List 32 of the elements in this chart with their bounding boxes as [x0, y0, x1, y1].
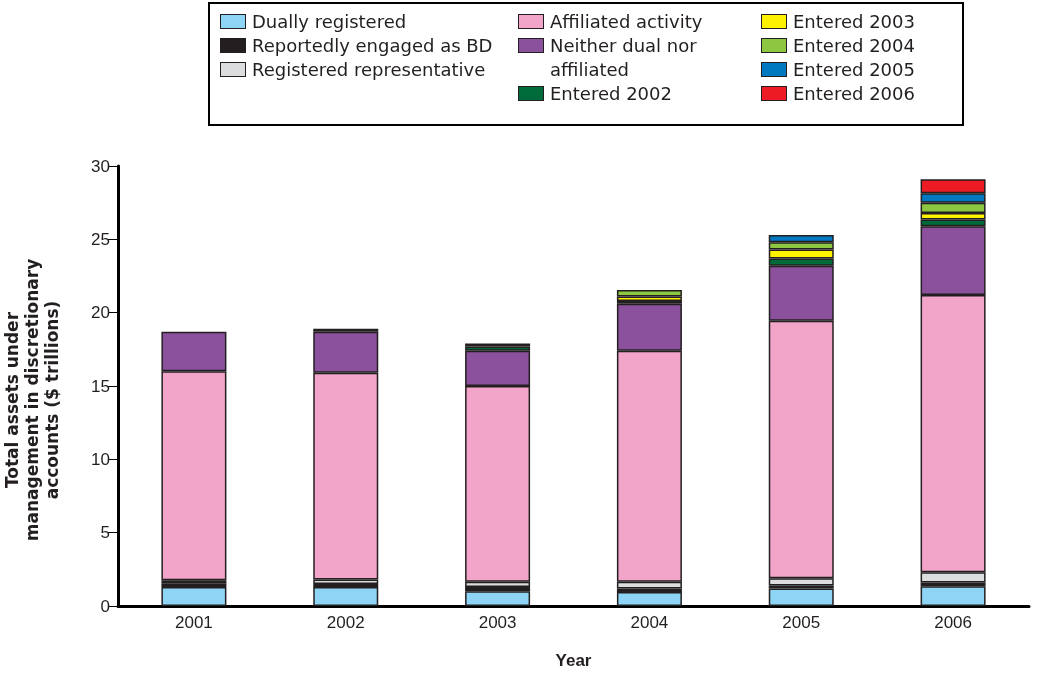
x-tick-label: 2001 [175, 613, 213, 632]
x-tick-label: 2006 [934, 613, 972, 632]
bar [313, 586, 379, 606]
legend-label: Entered 2004 [793, 34, 915, 58]
x-tick-label: 2005 [782, 613, 821, 632]
bar [465, 591, 531, 606]
legend-label: Entered 2003 [793, 10, 915, 34]
x-axis-title: Year [555, 651, 592, 670]
y-tick-label: 30 [91, 156, 110, 176]
legend-label: Entered 2006 [793, 82, 915, 106]
legend-label: Registered representative [252, 58, 486, 82]
bar [768, 588, 834, 606]
y-axis-title: Total assets under management in discretionary accounts ($ trillions) [2, 257, 62, 544]
y-tick-label: 10 [91, 449, 110, 469]
legend-label: Neither dual nor affiliated [550, 34, 698, 82]
bar [920, 586, 986, 606]
bar [161, 586, 227, 606]
y-tick-label: 5 [100, 523, 110, 543]
legend-label: Dually registered [252, 10, 407, 34]
legend-label: Entered 2005 [793, 58, 915, 82]
legend-label: Affiliated activity [550, 10, 703, 34]
y-tick-label: 15 [91, 376, 110, 396]
legend-label: Reportedly engaged as BD [252, 34, 493, 58]
y-tick-label: 0 [100, 596, 110, 616]
x-tick-label: 2002 [326, 613, 365, 632]
x-tick-label: 2004 [630, 613, 669, 632]
x-tick-label: 2003 [478, 613, 517, 632]
y-tick-label: 20 [91, 303, 110, 323]
bar [616, 592, 682, 606]
bar [616, 289, 682, 297]
y-tick-label: 25 [91, 229, 110, 249]
legend-label: Entered 2002 [550, 82, 672, 106]
